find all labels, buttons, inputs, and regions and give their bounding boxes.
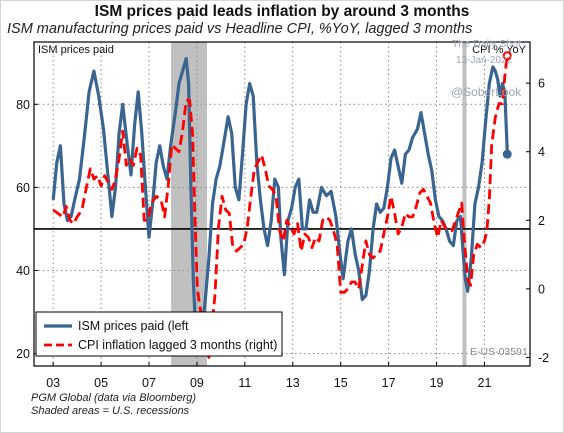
x-axis-tick-label: 09 [190, 376, 204, 390]
endpoint-marker-ism [502, 149, 512, 159]
right-axis-tick-label: 2 [538, 214, 545, 228]
chart-code: E-US-03591 [470, 346, 528, 358]
watermark-handle: @SoberLook [451, 85, 522, 99]
series-line-ism-prices-paid [51, 57, 509, 356]
x-axis-tick-label: 19 [430, 376, 444, 390]
right-axis-tick-label: -2 [538, 351, 549, 365]
left-axis-tick-label: 60 [16, 181, 30, 195]
left-axis-tick-label: 80 [16, 98, 30, 112]
right-axis-label: CPI % YoY [472, 44, 526, 56]
legend-label-cpi: CPI inflation lagged 3 months (right) [78, 338, 277, 352]
x-axis-tick-label: 17 [382, 376, 396, 390]
series-line-cpi-lagged [52, 55, 509, 359]
x-axis-tick-label: 03 [46, 376, 60, 390]
source-note: PGM Global (data via Bloomberg) [31, 392, 197, 404]
left-axis-tick-label: 40 [16, 264, 30, 278]
x-axis-tick-label: 15 [334, 376, 348, 390]
recession-shade [462, 42, 467, 366]
right-axis-tick-label: 0 [538, 282, 545, 296]
chart-title: ISM prices paid leads inflation by aroun… [94, 3, 470, 20]
right-axis-tick-label: 6 [538, 77, 545, 91]
legend-label-ism: ISM prices paid (left [78, 319, 189, 333]
x-axis-tick-label: 11 [238, 376, 251, 390]
watermark-title: The Daily Shot [452, 38, 521, 50]
x-axis-tick-label: 13 [286, 376, 300, 390]
endpoint-marker-cpi [502, 51, 512, 61]
watermark-date: 13-Jan-2022 [456, 55, 513, 66]
recession-note: Shaded areas = U.S. recessions [31, 405, 190, 417]
right-axis-tick-label: 4 [538, 145, 545, 159]
x-axis-tick-label: 05 [94, 376, 108, 390]
legend-box [35, 311, 283, 357]
left-axis-label: ISM prices paid [38, 44, 114, 56]
plot-frame [33, 41, 531, 367]
left-axis-tick-label: 20 [16, 347, 30, 361]
x-axis-tick-label: 07 [142, 376, 156, 390]
chart-subtitle: ISM manufacturing prices paid vs Headlin… [7, 21, 473, 37]
x-axis-tick-label: 21 [478, 376, 492, 390]
